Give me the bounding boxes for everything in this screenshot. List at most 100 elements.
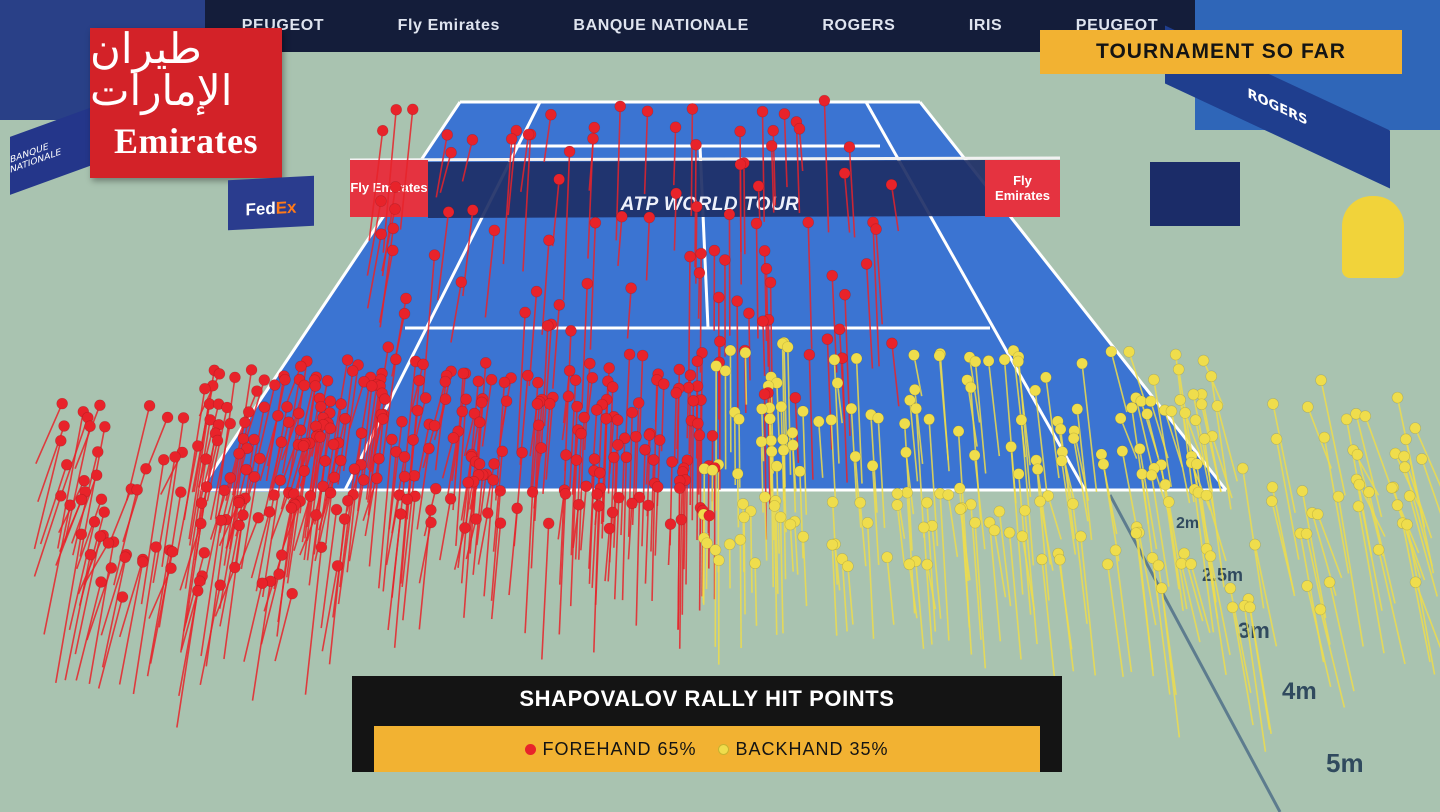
hit-point-stem <box>1337 496 1364 647</box>
hit-point-stem <box>1272 403 1296 513</box>
hit-point-stem <box>770 145 775 213</box>
hit-point-ball <box>447 432 460 444</box>
hit-point-ball <box>1332 490 1345 503</box>
hit-point-ball <box>55 490 67 502</box>
hit-point-pin <box>250 506 276 579</box>
hit-point-stem <box>762 321 766 376</box>
hit-point-ball <box>519 306 531 319</box>
hit-point-ball <box>294 360 307 373</box>
hit-point-stem <box>1059 559 1075 672</box>
hit-point-ball <box>470 513 482 525</box>
hit-point-stem <box>540 325 549 457</box>
hit-point-ball <box>921 496 933 509</box>
hit-point-pin <box>179 517 207 591</box>
hit-point-ball <box>459 522 471 534</box>
hit-point-stem <box>645 434 651 485</box>
hit-point-stem <box>185 486 208 623</box>
hit-point-pin <box>433 393 452 441</box>
hit-point-ball <box>542 517 555 530</box>
hit-point-pin <box>328 513 351 665</box>
hit-point-stem <box>203 490 225 585</box>
hit-point-stem <box>1047 495 1062 540</box>
hit-point-pin <box>592 500 605 653</box>
hit-point-ball <box>1146 552 1159 564</box>
hit-point-ball <box>78 474 90 487</box>
hit-point-ball <box>390 353 402 366</box>
hit-point-pin <box>1015 414 1035 566</box>
sponsor-banner-item: BANQUE NATIONALE <box>573 17 749 34</box>
hit-point-pin <box>97 591 129 689</box>
hit-point-ball <box>1189 414 1202 426</box>
hit-point-pin <box>572 498 585 548</box>
hit-point-ball <box>315 400 327 413</box>
hit-point-ball <box>542 319 554 332</box>
hit-point-stem <box>836 382 843 424</box>
hit-point-ball <box>900 446 912 459</box>
hit-point-stem <box>643 111 649 195</box>
hit-point-ball <box>428 249 441 261</box>
hit-point-ball <box>626 497 638 510</box>
hit-point-stem <box>1316 514 1343 579</box>
hit-point-stem <box>834 544 841 591</box>
hit-point-stem <box>625 354 631 435</box>
hit-point-ball <box>324 487 337 499</box>
hit-point-stem <box>1110 351 1128 413</box>
hit-point-ball <box>90 469 103 481</box>
hit-point-pin <box>188 398 216 540</box>
hit-point-stem <box>1357 506 1385 654</box>
hit-point-ball <box>398 470 411 483</box>
hit-point-pin <box>33 490 67 577</box>
hit-point-stem <box>909 400 919 482</box>
hit-point-stem <box>588 470 595 569</box>
hit-point-stem <box>385 494 401 566</box>
hit-point-pin <box>749 557 761 626</box>
hit-point-pin <box>1359 410 1392 488</box>
hit-point-stem <box>320 509 338 629</box>
hit-point-pin <box>921 558 937 610</box>
hit-point-stem <box>140 459 165 605</box>
hit-point-stem <box>33 495 62 577</box>
hit-point-stem <box>1059 429 1076 540</box>
hit-point-stem <box>841 558 848 632</box>
hit-point-stem <box>754 563 758 626</box>
hit-point-stem <box>132 546 157 695</box>
hit-point-pin <box>620 451 633 601</box>
hit-point-ball <box>565 325 577 337</box>
hit-point-ball <box>84 420 96 433</box>
hit-point-stem <box>826 339 833 450</box>
hit-point-ball <box>1067 498 1079 510</box>
hit-point-ball <box>215 514 227 527</box>
hit-point-ball <box>389 203 401 215</box>
hit-point-stem <box>439 498 452 561</box>
hit-point-ball <box>1054 553 1066 566</box>
hit-point-ball <box>701 537 713 549</box>
hit-point-pin <box>144 411 174 474</box>
hit-point-ball <box>341 494 354 507</box>
hit-point-stem <box>574 433 582 560</box>
hit-point-stem <box>914 561 925 649</box>
hit-point-stem <box>1205 548 1227 676</box>
hit-point-ball <box>563 364 576 377</box>
hit-point-stem <box>200 520 222 657</box>
hit-point-stem <box>541 240 550 335</box>
hit-point-stem <box>451 411 464 482</box>
hit-point-ball <box>395 508 407 520</box>
hit-point-pin <box>490 517 507 620</box>
hit-point-stem <box>1138 448 1158 550</box>
hit-point-ball <box>218 484 230 497</box>
hit-point-stem <box>607 387 614 494</box>
hit-point-ball <box>591 488 603 501</box>
hit-point-ball <box>193 575 206 588</box>
hit-point-stem <box>243 583 264 662</box>
hit-point-pin <box>64 420 96 543</box>
hit-point-ball <box>723 538 736 551</box>
hit-point-pin <box>821 333 834 450</box>
hit-point-ball <box>603 362 615 374</box>
hit-point-pin <box>263 436 288 517</box>
hit-point-ball <box>294 424 307 436</box>
hit-point-stem <box>872 222 880 367</box>
hit-point-pin <box>723 208 736 336</box>
hit-point-stem <box>1323 437 1350 574</box>
hit-point-stem <box>214 567 236 617</box>
hit-point-stem <box>1174 354 1195 503</box>
